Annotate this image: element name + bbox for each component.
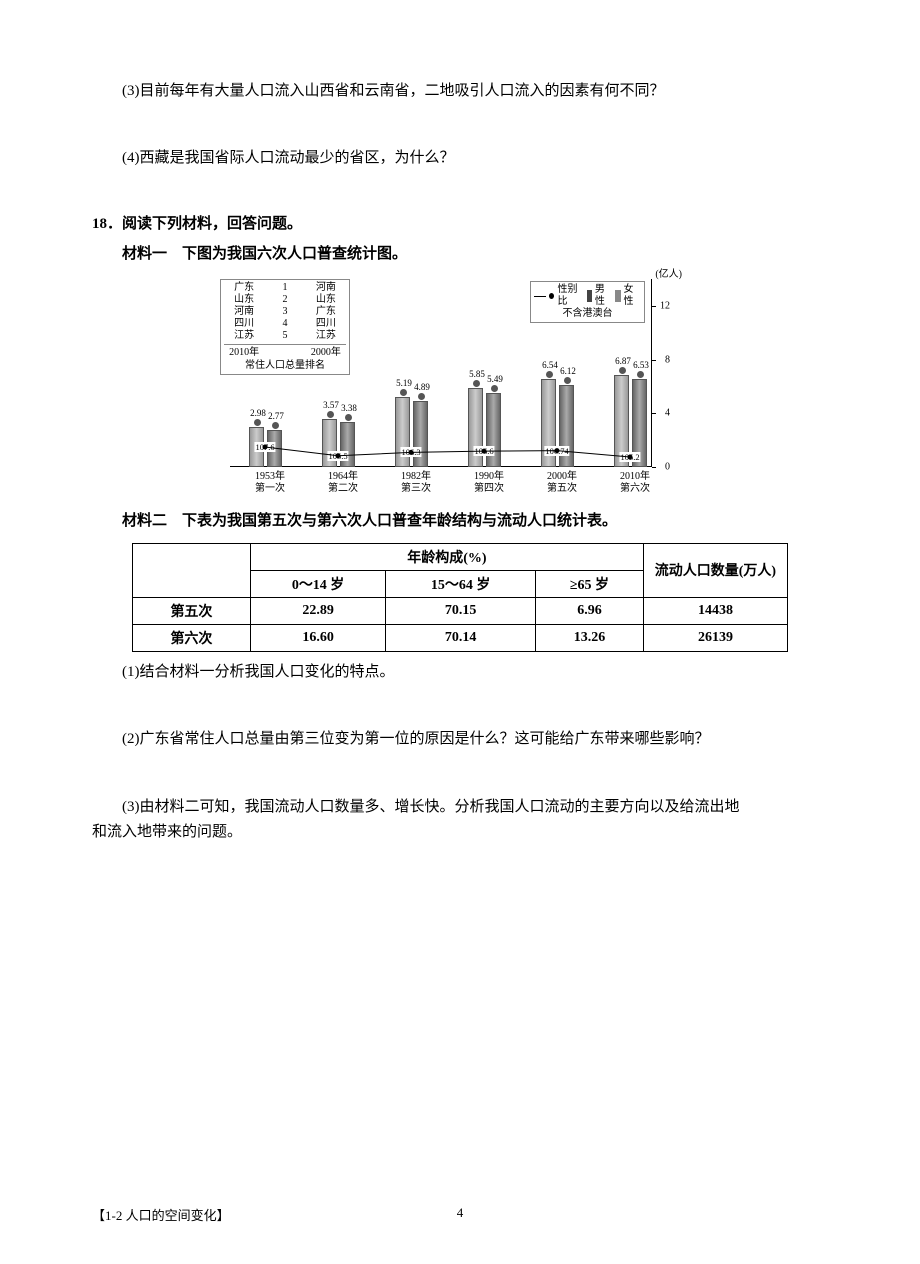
material1-label: 材料一 下图为我国六次人口普查统计图。	[92, 242, 828, 268]
q18-sub2: (2)广东省常住人口总量由第三位变为第一位的原因是什么？这可能给广东带来哪些影响…	[92, 727, 828, 753]
q18-sub3: (3)由材料二可知，我国流动人口数量多、增长快。分析我国人口流动的主要方向以及给…	[92, 795, 828, 846]
census-chart: (亿人)04812广东1河南山东2山东河南3广东四川4四川江苏5江苏2010年2…	[92, 275, 828, 495]
question-4: (4)西藏是我国省际人口流动最少的省区，为什么？	[92, 145, 828, 172]
q18-header: 18．阅读下列材料，回答问题。	[92, 212, 828, 238]
footer-title: 【1-2 人口的空间变化】	[92, 1205, 230, 1224]
footer-page: 4	[457, 1205, 464, 1221]
census-table: 年龄构成(%) 流动人口数量(万人) 0～14 岁 15～64 岁 ≥65 岁 …	[132, 543, 788, 652]
material2-label: 材料二 下表为我国第五次与第六次人口普查年龄结构与流动人口统计表。	[92, 509, 828, 535]
question-3: (3)目前每年有大量人口流入山西省和云南省，二地吸引人口流入的因素有何不同？	[92, 78, 828, 105]
page-footer: 【1-2 人口的空间变化】 4	[92, 1205, 828, 1224]
q18-sub1: (1)结合材料一分析我国人口变化的特点。	[92, 660, 828, 686]
